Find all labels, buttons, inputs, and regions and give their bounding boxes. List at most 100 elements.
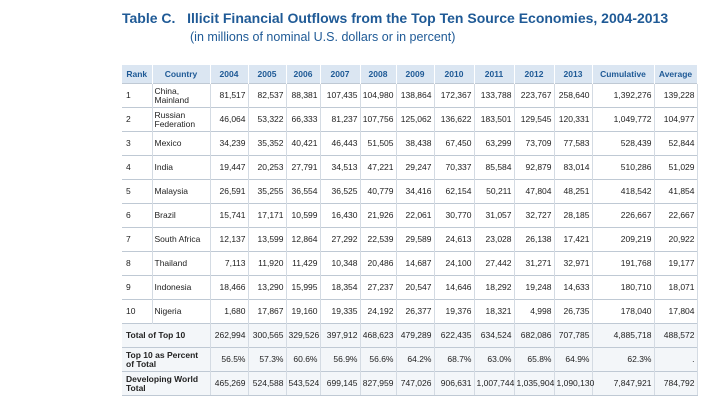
header-cell: 2008	[360, 65, 397, 84]
value-cell: 707,785	[554, 323, 593, 348]
country-cell: China, Mainland	[152, 83, 211, 108]
value-cell: 53,322	[248, 107, 287, 132]
value-cell: 682,086	[514, 323, 555, 348]
table-subtitle: (in millions of nominal U.S. dollars or …	[190, 30, 456, 44]
value-cell: 20,922	[654, 227, 698, 252]
value-cell: 36,525	[320, 179, 361, 204]
summary-row: Top 10 as Percent of Total 56.5% 57.3% 60.6…	[122, 347, 698, 372]
value-cell: 68.7%	[434, 347, 475, 372]
value-cell: 17,171	[248, 203, 287, 228]
value-cell: 20,547	[396, 275, 435, 300]
value-cell: 18,466	[210, 275, 249, 300]
value-cell: 7,113	[210, 251, 249, 276]
value-cell: 19,376	[434, 299, 475, 324]
value-cell: 82,537	[248, 83, 287, 108]
value-cell: 14,646	[434, 275, 475, 300]
header-cell: Rank	[122, 65, 153, 84]
value-cell: 21,926	[360, 203, 397, 228]
value-cell: 47,221	[360, 155, 397, 180]
rank-cell: 4	[122, 155, 153, 180]
rank-cell: 1	[122, 83, 153, 108]
value-cell: 12,137	[210, 227, 249, 252]
value-cell: 77,583	[554, 131, 593, 156]
value-cell: 479,289	[396, 323, 435, 348]
value-cell: 81,517	[210, 83, 249, 108]
value-cell: 107,756	[360, 107, 397, 132]
value-cell: 510,286	[592, 155, 655, 180]
value-cell: 622,435	[434, 323, 475, 348]
value-cell: 64.9%	[554, 347, 593, 372]
value-cell: 747,026	[396, 371, 435, 396]
value-cell: 35,255	[248, 179, 287, 204]
country-cell: Mexico	[152, 131, 211, 156]
value-cell: 26,377	[396, 299, 435, 324]
header-cell: 2012	[514, 65, 555, 84]
value-cell: 180,710	[592, 275, 655, 300]
value-cell: 4,885,718	[592, 323, 655, 348]
value-cell: 32,971	[554, 251, 593, 276]
table-body: 1 China, Mainland 81,517 82,537 88,381 107,43…	[122, 83, 698, 396]
rank-cell: 3	[122, 131, 153, 156]
value-cell: 62.3%	[592, 347, 655, 372]
country-cell: South Africa	[152, 227, 211, 252]
value-cell: 223,767	[514, 83, 555, 108]
value-cell: 191,768	[592, 251, 655, 276]
value-cell: 15,741	[210, 203, 249, 228]
value-cell: 528,439	[592, 131, 655, 156]
value-cell: 20,253	[248, 155, 287, 180]
value-cell: 906,631	[434, 371, 475, 396]
data-row: 4 India 19,447 20,253 27,791 34,513 47,221 29,2…	[122, 155, 698, 180]
value-cell: 92,879	[514, 155, 555, 180]
value-cell: 120,331	[554, 107, 593, 132]
value-cell: 129,545	[514, 107, 555, 132]
value-cell: 22,061	[396, 203, 435, 228]
value-cell: 28,185	[554, 203, 593, 228]
data-row: 8 Thailand 7,113 11,920 11,429 10,348 20,486 14…	[122, 251, 698, 276]
value-cell: 11,429	[286, 251, 321, 276]
value-cell: 31,057	[474, 203, 515, 228]
value-cell: 634,524	[474, 323, 515, 348]
value-cell: 1,007,744	[474, 371, 515, 396]
header-cell: Cumulative	[592, 65, 655, 84]
data-row: 10 Nigeria 1,680 17,867 19,160 19,335 24,192 26…	[122, 299, 698, 324]
value-cell: 10,599	[286, 203, 321, 228]
value-cell: 50,211	[474, 179, 515, 204]
header-cell: 2007	[320, 65, 361, 84]
value-cell: 27,237	[360, 275, 397, 300]
value-cell: 699,145	[320, 371, 361, 396]
value-cell: 17,867	[248, 299, 287, 324]
value-cell: 226,667	[592, 203, 655, 228]
value-cell: 1,049,772	[592, 107, 655, 132]
value-cell: 7,847,921	[592, 371, 655, 396]
value-cell: 18,354	[320, 275, 361, 300]
value-cell: 14,633	[554, 275, 593, 300]
row-label: Total of Top 10	[122, 323, 211, 348]
row-label: Developing World Total	[122, 371, 211, 396]
value-cell: 56.6%	[360, 347, 397, 372]
value-cell: 29,247	[396, 155, 435, 180]
value-cell: 34,239	[210, 131, 249, 156]
value-cell: 41,854	[654, 179, 698, 204]
value-cell: 300,565	[248, 323, 287, 348]
value-cell: 22,667	[654, 203, 698, 228]
value-cell: 136,622	[434, 107, 475, 132]
value-cell: 22,539	[360, 227, 397, 252]
value-cell: 40,421	[286, 131, 321, 156]
value-cell: 81,237	[320, 107, 361, 132]
value-cell: 15,995	[286, 275, 321, 300]
value-cell: 26,735	[554, 299, 593, 324]
value-cell: 329,526	[286, 323, 321, 348]
value-cell: 139,228	[654, 83, 698, 108]
value-cell: 172,367	[434, 83, 475, 108]
value-cell: 397,912	[320, 323, 361, 348]
country-cell: Russian Federation	[152, 107, 211, 132]
header-cell: 2013	[554, 65, 593, 84]
rank-cell: 10	[122, 299, 153, 324]
value-cell: 23,028	[474, 227, 515, 252]
value-cell: 32,727	[514, 203, 555, 228]
value-cell: 10,348	[320, 251, 361, 276]
table-title: Table C. Illicit Financial Outflows from…	[122, 10, 669, 26]
value-cell: 468,623	[360, 323, 397, 348]
value-cell: 73,709	[514, 131, 555, 156]
